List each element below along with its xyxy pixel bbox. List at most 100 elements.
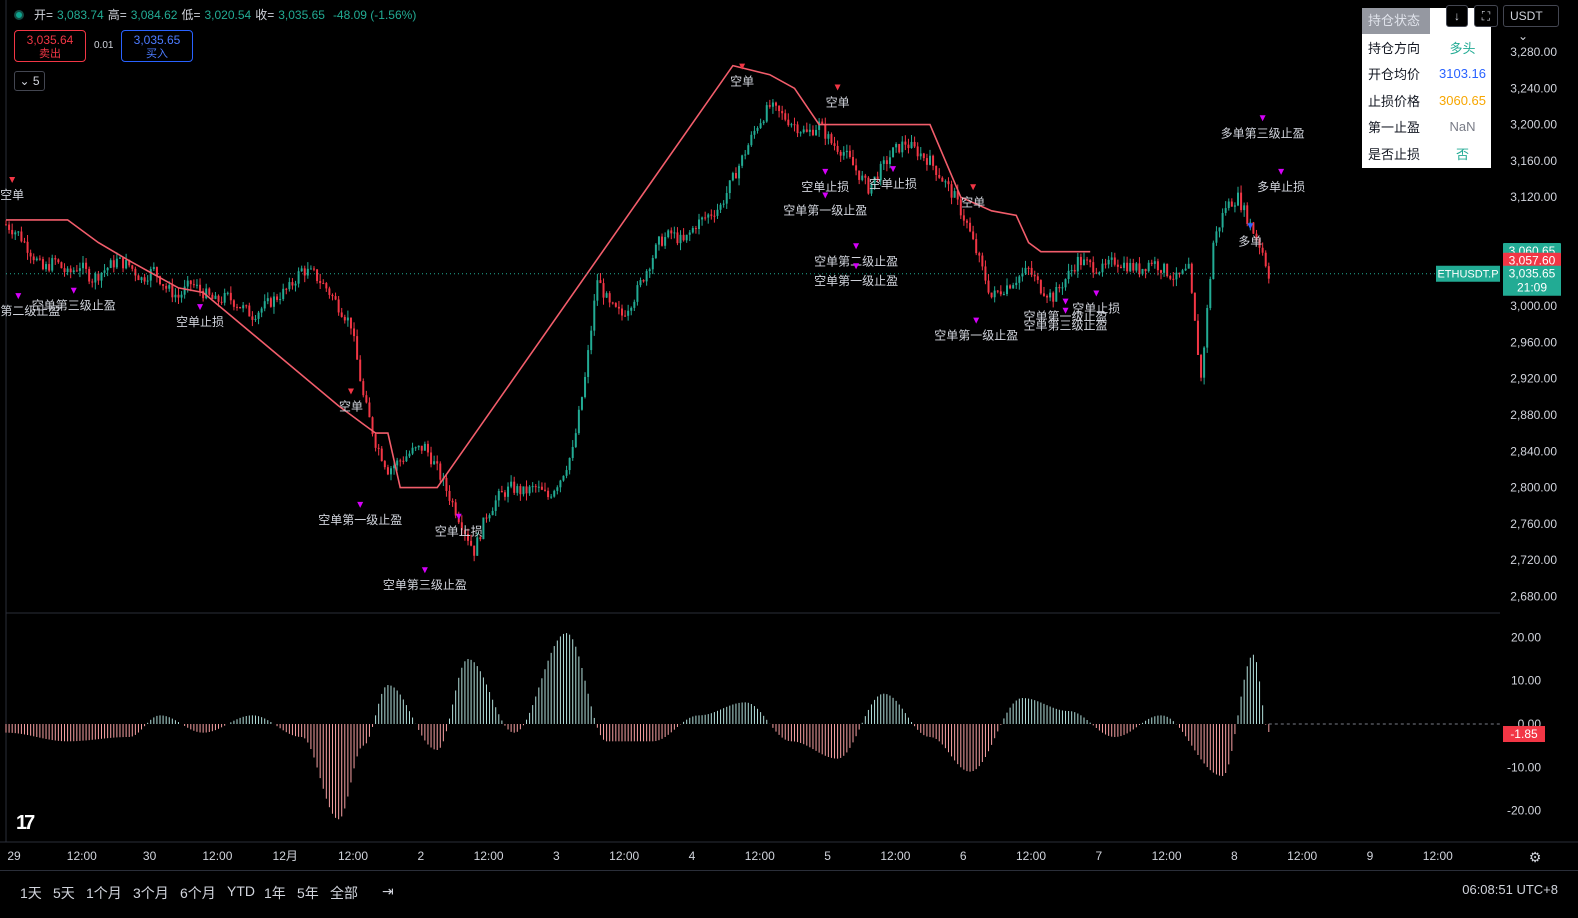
candle-body [796, 124, 799, 134]
buy-button[interactable]: 3,035.65 买入 [121, 30, 193, 62]
alert-price-badge: 3,057.60 [1509, 254, 1556, 268]
candle-body [787, 119, 790, 126]
candle-body [328, 288, 331, 295]
candle-body [731, 173, 734, 181]
timeframe-5d[interactable]: 5天 [53, 885, 75, 901]
candle-body [205, 288, 208, 299]
candle-body [771, 102, 774, 107]
candle-body [808, 129, 811, 132]
candle-body [1264, 252, 1267, 267]
timeframe-all[interactable]: 全部 [330, 885, 358, 901]
candle-body [63, 268, 66, 273]
signal-arrow [1062, 307, 1069, 314]
timeframe-3m[interactable]: 3个月 [133, 885, 169, 901]
candle-body [377, 447, 380, 449]
buy-price: 3,035.65 [133, 33, 181, 47]
candle-body [288, 282, 291, 290]
timeframe-1m[interactable]: 1个月 [86, 885, 122, 901]
high-label: 高= [107, 8, 127, 22]
candle-body [827, 134, 830, 139]
candle-body [698, 219, 700, 229]
candle-body [106, 267, 109, 271]
candle-body [944, 181, 947, 183]
candle-body [470, 540, 473, 546]
candle-body [802, 129, 805, 133]
candle-body [959, 199, 962, 216]
status-row: 开仓均价 3103.16 [1362, 61, 1491, 88]
price-tick-label: 3,200.00 [1510, 118, 1557, 132]
candle-body [571, 446, 574, 458]
candle-body [1181, 270, 1184, 275]
candle-body [956, 191, 959, 200]
candle-body [667, 230, 670, 238]
candle-body [528, 486, 531, 494]
candle-body [72, 270, 75, 273]
candle-body [54, 258, 57, 260]
symbol-label-bg [1436, 265, 1500, 282]
candle-body [48, 264, 51, 271]
time-tick-label: 12:00 [609, 849, 639, 863]
time-tick-label: 12:00 [1016, 849, 1046, 863]
open-value: 3,083.74 [57, 7, 104, 22]
signal-arrow [890, 166, 897, 173]
candle-body [664, 237, 667, 246]
candle-body [445, 477, 448, 491]
candle-body [1098, 272, 1101, 274]
candle-body [491, 510, 494, 516]
candle-body [1212, 242, 1215, 280]
candles [5, 99, 1270, 562]
timeframe-ytd[interactable]: YTD [227, 883, 255, 899]
candle-body [932, 155, 935, 166]
timeframe-6m[interactable]: 6个月 [180, 885, 216, 901]
candle-body [11, 229, 14, 235]
candle-body [762, 121, 765, 124]
candle-body [1039, 280, 1042, 294]
candle-body [35, 258, 38, 261]
timeframe-1d[interactable]: 1天 [20, 885, 42, 901]
candle-body [728, 180, 731, 194]
fullscreen-button[interactable]: ⛶ [1474, 5, 1498, 27]
candle-body [1002, 294, 1005, 296]
candle-body [916, 146, 919, 157]
candle-body [100, 272, 103, 281]
currency-select[interactable]: USDT ⌄ [1503, 5, 1559, 43]
position-status-panel: 持仓状态 持仓方向 多头 开仓均价 3103.16 止损价格 3060.65 第一止盈… [1362, 8, 1491, 168]
candle-body [1064, 279, 1067, 288]
candle-body [177, 294, 180, 298]
timeframe-1y[interactable]: 1年 [264, 885, 286, 901]
candle-body [1184, 268, 1187, 271]
candle-body [972, 231, 975, 240]
candle-body [962, 215, 965, 221]
candle-body [565, 470, 568, 476]
time-tick-label: 12:00 [338, 849, 368, 863]
candle-body [1135, 263, 1138, 271]
candle-body [1150, 262, 1153, 264]
candle-body [266, 298, 269, 302]
candle-body [673, 232, 676, 234]
low-label: 低= [181, 8, 201, 22]
date-range-icon[interactable]: ⇥ [382, 883, 394, 899]
indicator-collapse-button[interactable]: ⌄ 5 [14, 71, 45, 91]
candle-body [146, 280, 149, 282]
time-tick-label: 12:00 [1152, 849, 1182, 863]
candle-body [152, 267, 155, 270]
download-button[interactable]: ↓ [1446, 5, 1468, 27]
signal-arrow [739, 63, 746, 70]
candle-body [38, 258, 41, 260]
candle-body [331, 294, 334, 297]
candle-body [20, 231, 23, 242]
candle-body [990, 292, 993, 298]
clock[interactable]: 06:08:51 UTC+8 [1462, 882, 1558, 897]
settings-icon[interactable]: ⚙ [1529, 850, 1542, 866]
signal-label: 空单第一级止盈 [814, 274, 898, 288]
candle-body [393, 465, 396, 469]
candle-body [839, 151, 842, 156]
candle-body [516, 486, 519, 493]
sell-button[interactable]: 3,035.64 卖出 [14, 30, 86, 62]
candle-body [969, 222, 972, 232]
signal-label: 多单止损 [1257, 180, 1305, 194]
time-tick-label: 12:00 [1423, 849, 1453, 863]
candle-body [1249, 222, 1252, 224]
timeframe-5y[interactable]: 5年 [297, 885, 319, 901]
